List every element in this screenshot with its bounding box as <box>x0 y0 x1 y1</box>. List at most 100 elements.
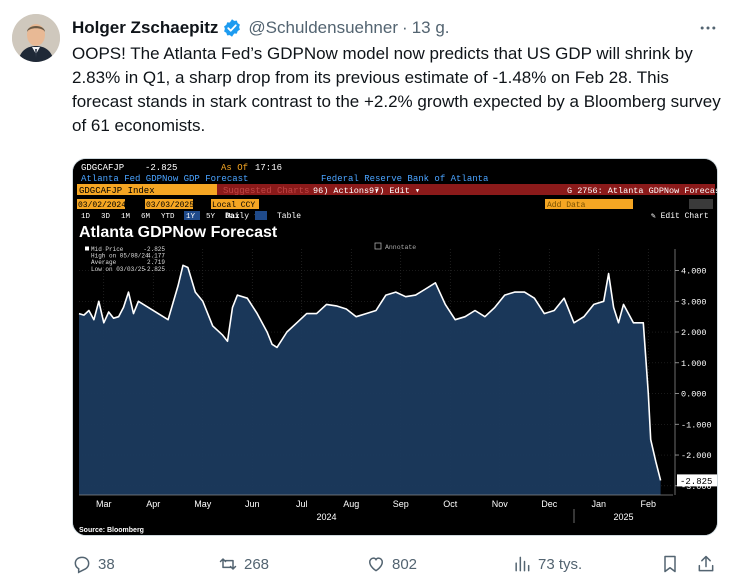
x-tick-label: Feb <box>640 499 656 509</box>
range-button-1m[interactable]: 1M <box>121 213 131 221</box>
frequency[interactable]: Daily ▾ <box>225 212 259 221</box>
source-label: Source: Bloomberg <box>79 527 144 534</box>
currency: Local CCY <box>212 201 255 210</box>
series-line <box>78 264 662 481</box>
view-count: 73 tys. <box>538 555 583 573</box>
y-tick-label: 0.000 <box>681 390 707 400</box>
x-tick-label: Jan <box>591 499 606 509</box>
as-of-label: As Of <box>221 163 248 173</box>
y-tick-label: 2.000 <box>681 328 707 338</box>
author-handle[interactable]: @Schuldensuehner <box>248 18 399 37</box>
date-to: 03/03/2025 <box>146 201 194 210</box>
avatar[interactable] <box>12 14 60 62</box>
add-data: Add Data <box>547 201 586 210</box>
views-button[interactable]: 73 tys. <box>512 552 582 576</box>
more-options-icon[interactable] <box>697 17 719 39</box>
x-tick-label: Oct <box>443 499 458 509</box>
repost-count: 268 <box>244 555 270 573</box>
add-data-field[interactable] <box>545 199 633 209</box>
suggested-charts[interactable]: Suggested Charts <box>223 186 309 196</box>
year-label-2025: 2025 <box>613 512 633 522</box>
edit-chart-button[interactable]: ✎ Edit Chart <box>651 212 709 221</box>
reply-button[interactable]: 38 <box>72 552 115 576</box>
like-button[interactable]: 802 <box>366 552 417 576</box>
header-separator: · <box>402 18 408 37</box>
legend-swatch <box>85 246 89 251</box>
reply-icon <box>74 556 90 574</box>
y-tick-label: -2.000 <box>681 451 712 461</box>
legend-value: 2.719 <box>147 259 165 266</box>
range-button-5y[interactable]: 5Y <box>206 213 216 221</box>
range-buttons: 1D 3D 1M 6M YTD 1Y 5Y Max <box>81 211 240 221</box>
table-button[interactable]: Table <box>277 212 301 221</box>
undo-redo-buttons[interactable] <box>689 199 713 209</box>
x-tick-label: Jun <box>245 499 260 509</box>
legend-label: Average <box>91 259 117 266</box>
last-value-box <box>677 474 717 487</box>
legend-value: -2.825 <box>143 246 165 253</box>
x-tick-label: Mar <box>96 499 112 509</box>
as-of-time: 17:16 <box>255 163 282 173</box>
legend-value: 4.177 <box>147 253 165 260</box>
ticker-label: GDGCAFJP <box>81 163 124 173</box>
y-tick-label: -1.000 <box>681 420 712 430</box>
annotate-label[interactable]: Annotate <box>385 244 416 251</box>
like-count: 802 <box>392 555 418 573</box>
y-tick-label: 4.000 <box>681 267 707 277</box>
security-name: GDGCAFJP Index <box>79 186 155 196</box>
share-button[interactable] <box>696 552 722 576</box>
reply-count: 38 <box>98 555 115 573</box>
y-tick-label: 1.000 <box>681 359 707 369</box>
annotate-checkbox[interactable] <box>374 242 382 250</box>
heart-icon <box>368 557 384 572</box>
range-button-6m[interactable]: 6M <box>141 213 151 221</box>
ticker-value: -2.825 <box>145 163 177 173</box>
currency-field[interactable] <box>211 199 259 209</box>
chart-title: Atlanta GDPNow Forecast <box>79 224 278 241</box>
author-name[interactable]: Holger Zschaepitz <box>72 18 219 37</box>
last-value-label: -2.825 <box>680 477 712 487</box>
tweet-actions: 38 268 802 73 tys. <box>72 552 718 576</box>
range-button-1y[interactable]: 1Y <box>186 213 196 221</box>
actions-menu[interactable]: 96) Actions ▾ <box>313 186 379 196</box>
verified-badge-icon[interactable] <box>222 18 242 38</box>
date-from: 03/02/2024 <box>78 201 126 210</box>
subtitle-left: Atlanta Fed GDPNow GDP Forecast <box>81 174 248 184</box>
legend-label: Low on 03/03/25 <box>91 266 145 273</box>
range-button-ytd[interactable]: YTD <box>161 213 175 221</box>
range-button-3d[interactable]: 3D <box>101 213 111 221</box>
tweet-image[interactable]: GDGCAFJP -2.825 As Of 17:16 Atlanta Fed … <box>72 158 718 536</box>
analytics-icon <box>515 556 530 572</box>
x-tick-label: Dec <box>541 499 558 509</box>
share-icon <box>698 555 714 572</box>
range-button-max[interactable]: Max <box>226 213 240 221</box>
legend-label: Mid Price <box>91 246 124 253</box>
repost-button[interactable]: 268 <box>218 552 269 576</box>
bloomberg-terminal-chart: GDGCAFJP -2.825 As Of 17:16 Atlanta Fed … <box>73 159 718 535</box>
tweet-header: Holger Zschaepitz @Schuldensuehner · 13 … <box>72 16 450 40</box>
y-tick-label: 3.000 <box>681 297 707 307</box>
x-tick-label: Aug <box>343 499 359 509</box>
legend-value: -2.825 <box>143 266 165 273</box>
date-to-field[interactable] <box>145 199 193 209</box>
x-tick-label: May <box>194 499 212 509</box>
x-tick-label: Nov <box>492 499 509 509</box>
security-field[interactable] <box>77 184 217 195</box>
year-label-2024: 2024 <box>316 512 336 522</box>
date-from-field[interactable] <box>77 199 125 209</box>
chart-name: G 2756: Atlanta GDPNow Forecast <box>567 186 718 196</box>
legend-label: High on 05/08/24 <box>91 253 149 260</box>
x-tick-label: Jul <box>296 499 308 509</box>
post-time[interactable]: 13 g. <box>411 18 450 37</box>
bookmark-button[interactable] <box>660 552 686 576</box>
series-area <box>79 265 661 495</box>
range-button-1d[interactable]: 1D <box>81 213 91 221</box>
chart-type-icon[interactable] <box>255 211 267 220</box>
security-bar <box>77 184 715 195</box>
x-tick-label: Sep <box>393 499 409 509</box>
subtitle-right: Federal Reserve Bank of Atlanta <box>321 174 489 184</box>
repost-icon <box>219 558 237 570</box>
edit-menu[interactable]: 97) Edit ▾ <box>369 186 420 196</box>
